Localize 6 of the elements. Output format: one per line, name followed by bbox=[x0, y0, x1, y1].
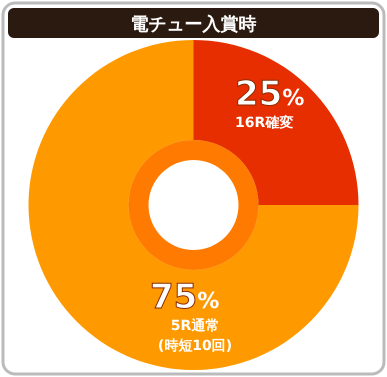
data-label: 25% bbox=[235, 74, 304, 114]
slice-label: 16R確変 bbox=[235, 114, 294, 131]
chart-title: 電チュー入賞時 bbox=[130, 14, 256, 35]
slice-label: 5R通常 bbox=[170, 317, 220, 334]
data-label: 75% bbox=[150, 277, 220, 317]
text: (時短10回) bbox=[158, 338, 232, 354]
